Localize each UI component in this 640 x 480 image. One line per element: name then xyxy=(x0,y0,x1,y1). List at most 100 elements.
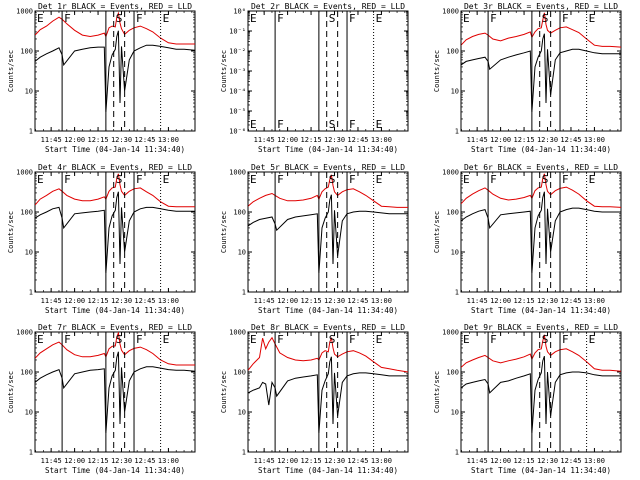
marker-label-bottom: E xyxy=(376,118,383,131)
x-tick-label: 12:15 xyxy=(88,136,109,144)
x-tick-label: 12:15 xyxy=(301,297,322,305)
y-axis-label: Counts/sec xyxy=(220,211,228,253)
marker-label-top: F xyxy=(349,173,356,186)
y-tick-label: 100 xyxy=(446,209,459,217)
y-tick-label: 10⁻² xyxy=(229,48,246,56)
y-tick-label: 100 xyxy=(233,209,246,217)
marker-label-top: E xyxy=(37,173,44,186)
x-tick-label: 12:45 xyxy=(560,457,581,465)
marker-label-top: F xyxy=(562,173,569,186)
panel-det-4: Det 4r BLACK = Events, RED = LLD Counts/s… xyxy=(7,163,196,315)
x-tick-label: 12:00 xyxy=(277,136,298,144)
x-tick-label: 12:30 xyxy=(111,297,132,305)
marker-label-top: E xyxy=(463,12,470,25)
x-tick-label: 13:00 xyxy=(158,457,179,465)
x-tick-label: 12:45 xyxy=(134,136,155,144)
plot-frame xyxy=(247,10,409,132)
x-tick-label: 12:00 xyxy=(490,297,511,305)
marker-label-top: E xyxy=(250,173,257,186)
y-tick-label: 100 xyxy=(20,209,33,217)
x-tick-label: 11:45 xyxy=(41,457,62,465)
x-axis-label: Start Time (04-Jan-14 11:34:40) xyxy=(45,306,185,315)
x-tick-label: 12:45 xyxy=(347,136,368,144)
x-tick-label: 12:45 xyxy=(347,457,368,465)
y-tick-label: 10⁻⁴ xyxy=(229,88,246,96)
y-tick-label: 1000 xyxy=(16,169,33,177)
x-axis-label: Start Time (04-Jan-14 11:34:40) xyxy=(471,466,611,475)
y-tick-label: 1 xyxy=(242,449,246,457)
series-line-events xyxy=(35,191,195,273)
marker-label-top: F xyxy=(562,12,569,25)
x-axis-label: Start Time (04-Jan-14 11:34:40) xyxy=(258,145,398,154)
marker-label-top: S xyxy=(542,333,549,346)
y-tick-label: 100 xyxy=(233,369,246,377)
panel-det-5: Det 5r BLACK = Events, RED = LLD Counts/s… xyxy=(220,163,409,315)
y-tick-label: 1000 xyxy=(229,329,246,337)
x-tick-label: 13:00 xyxy=(371,136,392,144)
y-tick-label: 1 xyxy=(455,289,459,297)
marker-label-top: E xyxy=(163,333,170,346)
y-tick-label: 10⁻³ xyxy=(229,68,246,76)
marker-label-top: S xyxy=(542,12,549,25)
y-tick-label: 10 xyxy=(451,88,459,96)
marker-label-top: E xyxy=(37,12,44,25)
marker-label-top: F xyxy=(490,333,497,346)
y-tick-label: 1000 xyxy=(442,8,459,16)
x-tick-label: 11:45 xyxy=(254,297,275,305)
marker-label-top: F xyxy=(349,333,356,346)
x-tick-label: 12:30 xyxy=(537,297,558,305)
y-tick-label: 10 xyxy=(238,249,246,257)
marker-label-top: F xyxy=(64,173,71,186)
marker-label-top: F xyxy=(64,12,71,25)
y-axis-label: Counts/sec xyxy=(220,371,228,413)
series-line-events xyxy=(248,356,408,433)
marker-label-top: E xyxy=(376,333,383,346)
panel-det-6: Det 6r BLACK = Events, RED = LLD Counts/s… xyxy=(433,163,622,315)
plot-frame xyxy=(460,10,622,132)
marker-label-top: E xyxy=(376,173,383,186)
marker-label-top: S xyxy=(116,333,123,346)
panel-title: Det 6r BLACK = Events, RED = LLD xyxy=(464,163,618,172)
x-tick-label: 12:15 xyxy=(301,136,322,144)
y-tick-label: 10⁻¹ xyxy=(229,28,246,36)
x-tick-label: 12:00 xyxy=(277,457,298,465)
marker-label-top: E xyxy=(163,173,170,186)
plot-frame xyxy=(460,331,622,453)
x-tick-label: 12:30 xyxy=(324,457,345,465)
marker-label-bottom: E xyxy=(250,118,257,131)
x-tick-label: 12:00 xyxy=(64,457,85,465)
marker-label-top: E xyxy=(463,333,470,346)
y-tick-label: 100 xyxy=(446,48,459,56)
marker-label-top: S xyxy=(116,12,123,25)
x-tick-label: 13:00 xyxy=(371,457,392,465)
marker-label-top: E xyxy=(589,12,596,25)
x-tick-label: 13:00 xyxy=(158,136,179,144)
x-tick-label: 13:00 xyxy=(158,297,179,305)
marker-label-top: E xyxy=(463,173,470,186)
marker-label-top: F xyxy=(490,12,497,25)
y-tick-label: 100 xyxy=(20,369,33,377)
y-tick-label: 100 xyxy=(20,48,33,56)
marker-label-top: E xyxy=(589,333,596,346)
x-tick-label: 12:15 xyxy=(88,297,109,305)
y-tick-label: 1 xyxy=(242,289,246,297)
x-tick-label: 12:30 xyxy=(324,136,345,144)
y-tick-label: 10 xyxy=(451,409,459,417)
y-tick-label: 10 xyxy=(25,409,33,417)
panel-det-2: Det 2r BLACK = Events, RED = LLD Counts/s… xyxy=(220,2,409,154)
x-axis-label: Start Time (04-Jan-14 11:34:40) xyxy=(258,306,398,315)
y-axis-label: Counts/sec xyxy=(7,371,15,413)
series-line-events xyxy=(461,191,621,273)
marker-label-top: S xyxy=(542,173,549,186)
panel-title: Det 2r BLACK = Events, RED = LLD xyxy=(251,2,405,11)
y-axis-label: Counts/sec xyxy=(7,50,15,92)
y-axis-label: Counts/sec xyxy=(7,211,15,253)
marker-label-top: F xyxy=(277,12,284,25)
x-tick-label: 11:45 xyxy=(467,457,488,465)
panel-title: Det 4r BLACK = Events, RED = LLD xyxy=(38,163,192,172)
panel-det-9: Det 9r BLACK = Events, RED = LLD Counts/s… xyxy=(433,323,622,475)
marker-label-top: S xyxy=(116,173,123,186)
y-tick-label: 10⁻⁶ xyxy=(229,128,246,136)
marker-label-top: E xyxy=(37,333,44,346)
